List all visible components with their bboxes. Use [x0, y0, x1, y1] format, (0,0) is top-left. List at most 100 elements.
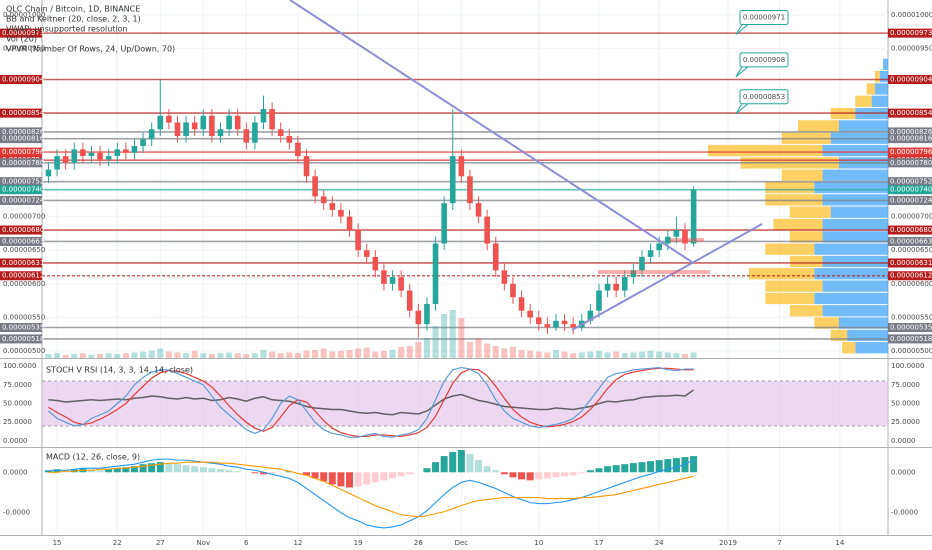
- y-tick-label: 50.0000: [3, 400, 32, 408]
- volume-bar: [346, 350, 353, 358]
- volume-bar: [79, 353, 86, 358]
- level-label: 0.00000826: [2, 128, 45, 136]
- volume-bar: [286, 352, 293, 358]
- x-tick-label: 15: [53, 539, 62, 547]
- vpvr-up: [883, 58, 888, 70]
- level-tag: [888, 271, 932, 281]
- vpvr-down: [789, 231, 823, 243]
- level-label: 0.00000680: [890, 226, 932, 234]
- y-tick-label: 0.00000500: [891, 347, 932, 355]
- volume-bar: [337, 350, 344, 358]
- x-tick-label: 26: [414, 539, 423, 547]
- volume-bar: [157, 348, 164, 358]
- level-tag: [0, 127, 42, 137]
- vpvr-up: [822, 255, 888, 268]
- candle-body: [234, 115, 241, 130]
- x-tick-label: 14: [835, 539, 844, 547]
- histogram-bar: [130, 466, 138, 473]
- volume-bar: [613, 351, 620, 358]
- vpvr-down: [765, 292, 815, 305]
- volume-bar: [191, 350, 198, 358]
- candle-body: [398, 277, 404, 291]
- histogram-bar: [346, 472, 354, 488]
- volume-bar: [432, 326, 439, 358]
- histogram-bar: [397, 472, 405, 477]
- candle-body: [123, 149, 129, 153]
- callout-box: [739, 9, 789, 25]
- level-tag: [888, 334, 932, 344]
- histogram-bar: [595, 468, 603, 473]
- histogram-bar: [44, 470, 52, 473]
- volume-bar: [621, 353, 628, 358]
- x-tick-label: Nov: [196, 539, 210, 547]
- candle-body: [183, 122, 189, 136]
- candle-body: [475, 203, 482, 217]
- level-tag: [888, 236, 932, 246]
- histogram-bar: [354, 472, 362, 487]
- level-tag: [888, 185, 932, 195]
- candle-body: [286, 135, 293, 143]
- level-tag: [888, 177, 932, 187]
- indicator-line: [48, 458, 694, 529]
- stoch-band: [42, 381, 888, 426]
- level-label: 0.00000518: [890, 335, 932, 343]
- indicator-label: BB and Keltner (20, close, 2, 3, 1): [6, 15, 141, 24]
- vpvr-down: [789, 305, 823, 317]
- histogram-bar: [604, 466, 612, 473]
- volume-bar: [183, 353, 190, 358]
- volume-bar: [484, 343, 491, 358]
- volume-bar: [604, 352, 611, 358]
- candle-body: [277, 129, 284, 136]
- volume-bar: [294, 353, 301, 358]
- volume-bar: [561, 351, 568, 358]
- vpvr-down: [814, 317, 839, 329]
- candle-body: [243, 129, 250, 143]
- volume-bar: [200, 353, 207, 358]
- level-label: 0.00000631: [2, 259, 44, 267]
- candle-body: [355, 230, 361, 251]
- candle-body: [303, 156, 310, 177]
- level-label: 0.00000612: [890, 272, 932, 280]
- volume-bar: [535, 351, 542, 358]
- histogram-bar: [268, 472, 276, 474]
- vpvr-up: [822, 280, 888, 292]
- vpvr-up: [814, 292, 888, 305]
- x-tick-label: 2019: [719, 539, 737, 547]
- volume-bar: [226, 352, 233, 358]
- candle-body: [269, 109, 275, 130]
- candle-body: [673, 230, 680, 237]
- y-tick-label: 0.00000700: [891, 213, 932, 221]
- volume-bar: [673, 353, 680, 358]
- candle-body: [432, 243, 439, 304]
- histogram-bar: [423, 468, 431, 473]
- y-tick-label: 0.00000950: [891, 45, 932, 53]
- candle-body: [114, 149, 121, 157]
- vpvr-up: [822, 218, 888, 231]
- level-label: 0.00000826: [890, 128, 932, 136]
- histogram-bar: [234, 471, 242, 473]
- chart-title: QLC Chain / Bitcoin, 1D, BINANCE: [6, 5, 140, 14]
- candle-body: [690, 189, 697, 244]
- volume-bar: [527, 350, 534, 358]
- volume-bar: [475, 338, 482, 358]
- vpvr-down: [765, 243, 815, 255]
- volume-bar: [148, 350, 155, 358]
- volume-bar: [415, 342, 422, 358]
- histogram-bar: [311, 472, 319, 479]
- candle-body: [200, 115, 207, 130]
- histogram-bar: [105, 469, 113, 473]
- level-tag: [888, 258, 932, 268]
- volume-bar: [97, 354, 104, 358]
- candle-body: [570, 324, 576, 328]
- volume-bar: [363, 347, 370, 358]
- histogram-bar: [406, 472, 414, 475]
- level-label: 0.00000752: [2, 178, 44, 186]
- level-label: 0.00000631: [890, 259, 932, 267]
- x-tick-label: 19: [354, 539, 363, 547]
- volume-bar: [312, 350, 319, 358]
- candle-body: [484, 216, 490, 244]
- vpvr-up: [847, 329, 888, 342]
- histogram-bar: [113, 468, 121, 473]
- level-tag: [0, 28, 42, 38]
- level-label: 0.00000535: [890, 323, 932, 331]
